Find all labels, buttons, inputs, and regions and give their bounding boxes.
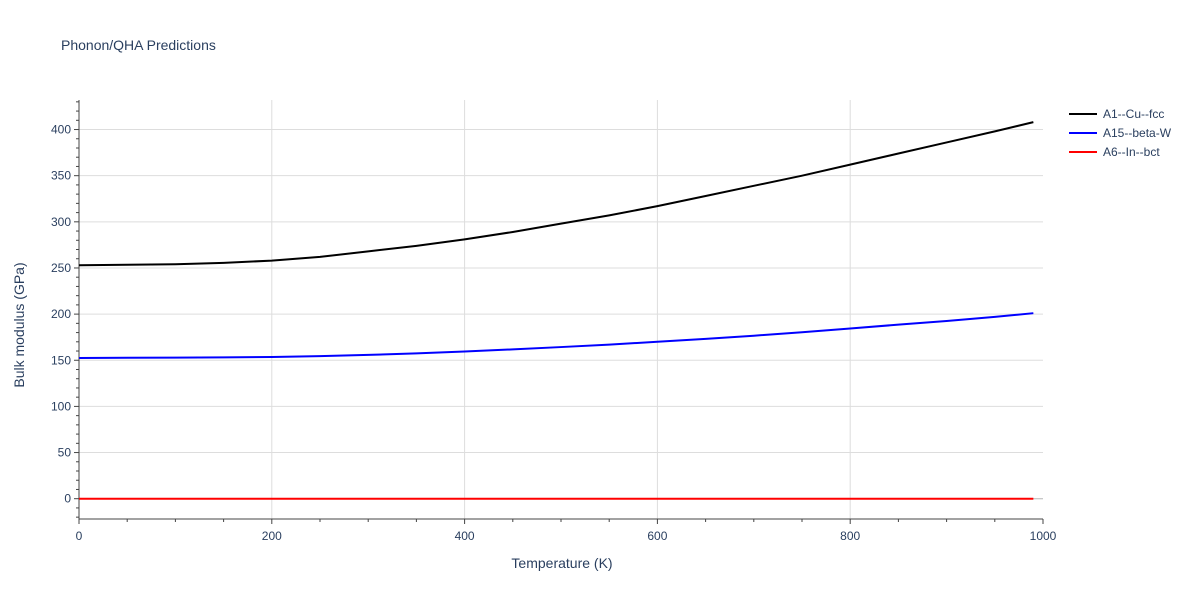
y-tick-label: 0 bbox=[64, 492, 71, 506]
legend-item-3[interactable]: A6--In--bct bbox=[1069, 145, 1160, 159]
legend-item-2[interactable]: A15--beta-W bbox=[1069, 126, 1172, 140]
legend[interactable]: A1--Cu--fcc A15--beta-W A6--In--bct bbox=[1069, 107, 1172, 159]
y-tick-label: 150 bbox=[51, 353, 71, 367]
y-tick-label: 50 bbox=[58, 446, 72, 460]
x-tick-label: 200 bbox=[262, 529, 282, 543]
legend-item-1[interactable]: A1--Cu--fcc bbox=[1069, 107, 1164, 121]
y-tick-label: 250 bbox=[51, 261, 71, 275]
chart-title: Phonon/QHA Predictions bbox=[61, 37, 216, 53]
series-line-1 bbox=[78, 121, 1034, 267]
x-tick-label: 0 bbox=[76, 529, 83, 543]
x-tick-label: 1000 bbox=[1030, 529, 1057, 543]
y-tick-label: 300 bbox=[51, 215, 71, 229]
axes: 0 200 400 600 800 1000 0 50 100 150 200 250 300 350 40… bbox=[51, 100, 1057, 543]
plot-area bbox=[78, 121, 1034, 500]
y-axis-title: Bulk modulus (GPa) bbox=[11, 262, 27, 387]
y-tick-label: 100 bbox=[51, 399, 71, 413]
legend-label: A6--In--bct bbox=[1103, 145, 1160, 159]
y-tick-label: 200 bbox=[51, 307, 71, 321]
x-tick-label: 800 bbox=[840, 529, 860, 543]
y-tick-label: 400 bbox=[51, 123, 71, 137]
legend-label: A1--Cu--fcc bbox=[1103, 107, 1164, 121]
legend-label: A15--beta-W bbox=[1103, 126, 1172, 140]
y-tick-label: 350 bbox=[51, 169, 71, 183]
grid-layer bbox=[79, 100, 1043, 519]
x-tick-label: 400 bbox=[455, 529, 475, 543]
x-axis-title: Temperature (K) bbox=[511, 555, 612, 571]
x-tick-label: 600 bbox=[647, 529, 667, 543]
series-line-2 bbox=[78, 312, 1034, 359]
